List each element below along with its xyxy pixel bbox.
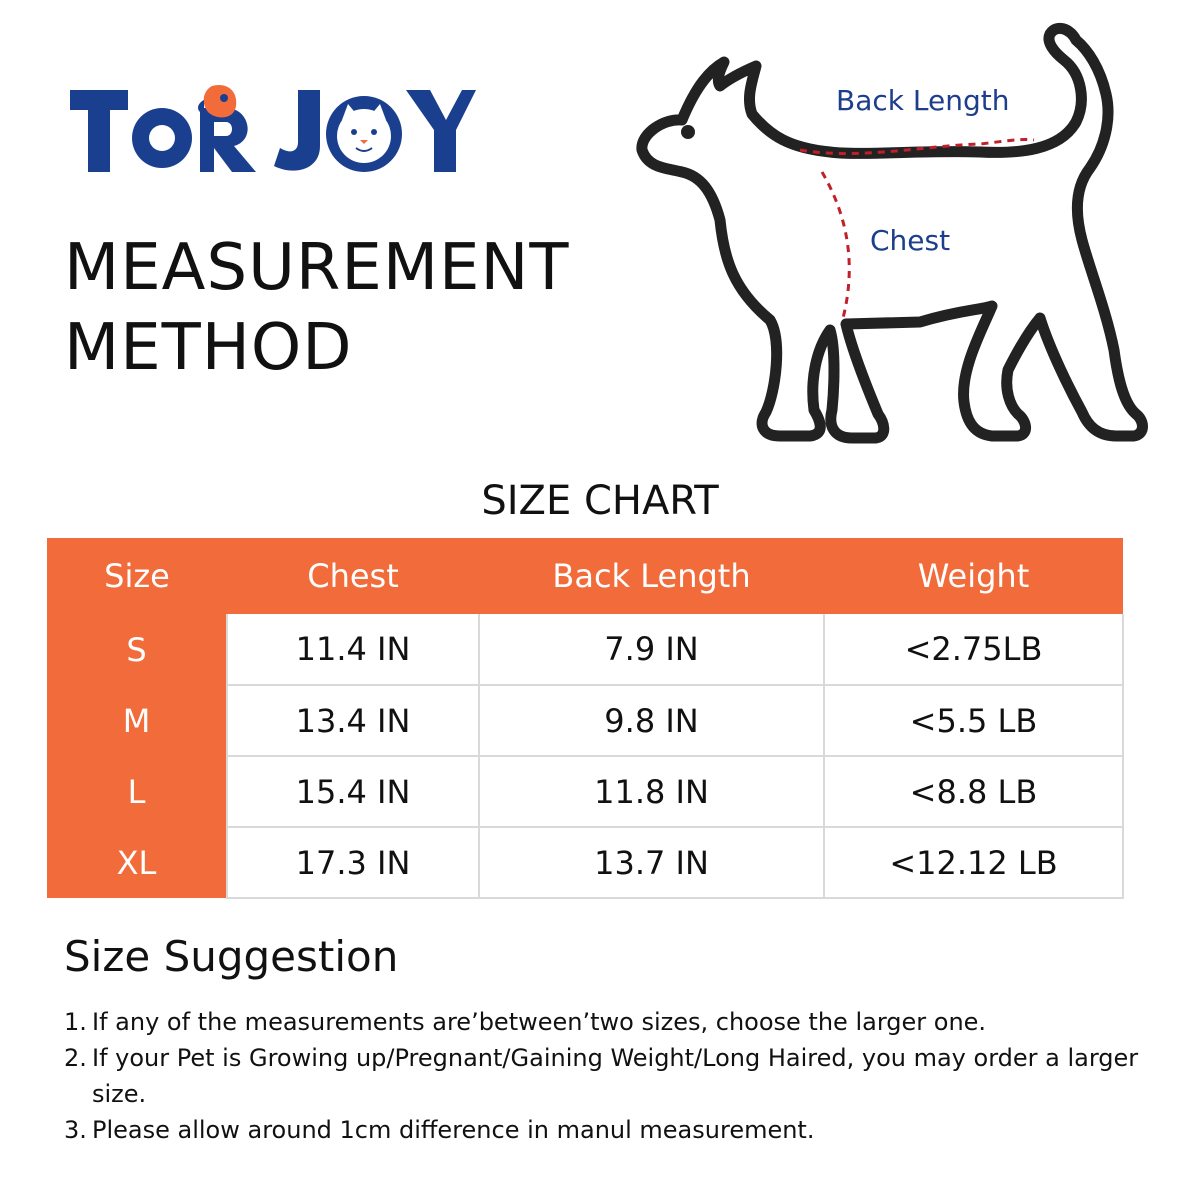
size-suggestion-list: 1. If any of the measurements are’betwee… xyxy=(64,1004,1144,1148)
chest-label: Chest xyxy=(870,224,950,257)
list-item: 2. If your Pet is Growing up/Pregnant/Ga… xyxy=(64,1040,1144,1112)
header-back-length: Back Length xyxy=(479,538,824,614)
size-cell: M xyxy=(47,685,227,756)
list-item-text: If any of the measurements are’between’t… xyxy=(92,1008,987,1036)
back-length-cell: 7.9 IN xyxy=(478,614,824,686)
cat-eye-icon xyxy=(681,125,695,139)
list-item: 3. Please allow around 1cm difference in… xyxy=(64,1112,1144,1148)
back-length-line xyxy=(799,138,1035,156)
list-item-number: 3. xyxy=(64,1116,87,1144)
size-cell: L xyxy=(47,756,227,827)
weight-cell: <2.75LB xyxy=(823,614,1124,686)
back-length-cell: 11.8 IN xyxy=(478,756,824,828)
list-item: 1. If any of the measurements are’betwee… xyxy=(64,1004,1144,1040)
size-cell: S xyxy=(47,614,227,685)
weight-cell: <8.8 LB xyxy=(823,756,1124,828)
header-size: Size xyxy=(47,538,227,614)
torjoy-logo-icon xyxy=(70,84,476,172)
list-item-number: 2. xyxy=(64,1044,87,1072)
weight-cell: <5.5 LB xyxy=(823,685,1124,757)
chest-cell: 17.3 IN xyxy=(226,827,479,899)
size-suggestion-heading: Size Suggestion xyxy=(64,932,399,981)
measurement-method-title: MEASUREMENT METHOD xyxy=(64,228,569,388)
table-header-row: Size Chest Back Length Weight xyxy=(47,538,1123,614)
cat-silhouette-icon xyxy=(636,22,1148,444)
table-row: L 15.4 IN 11.8 IN <8.8 LB xyxy=(47,756,1124,828)
title-line-2: METHOD xyxy=(64,311,353,385)
list-item-number: 1. xyxy=(64,1008,87,1036)
brand-logo xyxy=(66,80,476,180)
back-length-cell: 13.7 IN xyxy=(478,827,824,899)
back-length-cell: 9.8 IN xyxy=(478,685,824,757)
weight-cell: <12.12 LB xyxy=(823,827,1124,899)
chest-cell: 15.4 IN xyxy=(226,756,479,828)
list-item-text: Please allow around 1cm difference in ma… xyxy=(92,1116,815,1144)
table-row: M 13.4 IN 9.8 IN <5.5 LB xyxy=(47,685,1124,757)
size-cell: XL xyxy=(47,827,227,898)
header-weight: Weight xyxy=(824,538,1123,614)
table-row: XL 17.3 IN 13.7 IN <12.12 LB xyxy=(47,827,1124,899)
size-chart-title: SIZE CHART xyxy=(481,478,719,524)
header-chest: Chest xyxy=(227,538,479,614)
title-line-1: MEASUREMENT xyxy=(64,231,570,305)
cat-measurement-diagram: Back Length Chest xyxy=(620,10,1160,450)
table-row: S 11.4 IN 7.9 IN <2.75LB xyxy=(47,614,1124,686)
size-chart-table: Size Chest Back Length Weight S 11.4 IN … xyxy=(47,538,1124,899)
list-item-text: If your Pet is Growing up/Pregnant/Gaini… xyxy=(92,1044,1139,1108)
back-length-label: Back Length xyxy=(836,84,1009,117)
chest-line xyxy=(820,171,851,323)
chest-cell: 13.4 IN xyxy=(226,685,479,757)
chest-cell: 11.4 IN xyxy=(226,614,479,686)
